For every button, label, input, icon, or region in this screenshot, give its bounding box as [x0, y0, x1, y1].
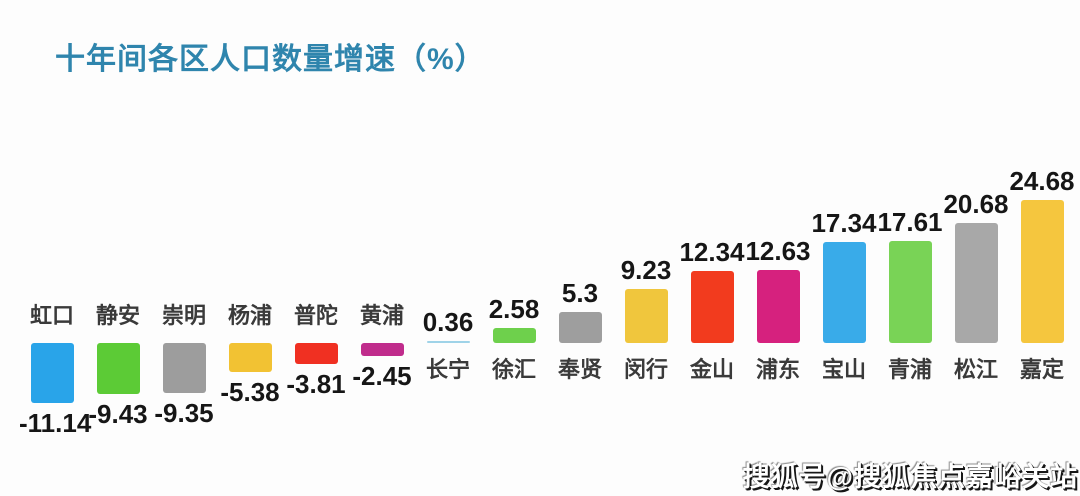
bar-value-label: 17.34 [811, 208, 877, 238]
category-label: 静安 [95, 303, 140, 328]
watermark: 搜狐号@搜狐焦点嘉峪关站 [742, 462, 1078, 492]
bar-column: 12.34 金山 [679, 0, 745, 496]
bar [30, 343, 74, 403]
bar [162, 343, 206, 393]
bar [558, 312, 602, 343]
category-label: 黄浦 [359, 303, 404, 328]
bar [888, 241, 932, 343]
category-label: 虹口 [29, 303, 74, 328]
category-label: 金山 [689, 357, 734, 382]
bar-value-label: 17.61 [877, 207, 943, 237]
category-label: 松江 [953, 357, 998, 382]
bar-value-label: 12.63 [745, 236, 811, 266]
bar-value-label: -2.45 [352, 361, 412, 391]
bar-column: -9.43 静安 [85, 0, 151, 496]
bar [360, 343, 404, 356]
bar-value-label: -9.43 [88, 399, 148, 429]
bar [294, 343, 338, 364]
bar-column: 17.34 宝山 [811, 0, 877, 496]
bar [1020, 200, 1064, 343]
bar-value-label: 12.34 [679, 237, 745, 267]
bar-column: 17.61 青浦 [877, 0, 943, 496]
category-label: 青浦 [887, 357, 932, 382]
bar [96, 343, 140, 394]
category-label: 杨浦 [227, 303, 272, 328]
category-label: 普陀 [293, 303, 338, 328]
bar-column: -11.14 虹口 [19, 0, 92, 496]
bar-value-label: -11.14 [19, 408, 92, 438]
bar-value-label: 9.23 [620, 255, 672, 285]
category-label: 嘉定 [1019, 357, 1064, 382]
bar-value-label: 24.68 [1009, 166, 1075, 196]
category-label: 宝山 [821, 357, 866, 382]
bar-value-label: 2.58 [488, 294, 540, 324]
category-label: 长宁 [425, 357, 470, 382]
bar-column: 2.58 徐汇 [481, 0, 547, 496]
bar-value-label: 5.3 [561, 278, 599, 308]
category-label: 浦东 [755, 357, 800, 382]
bar-value-label: 0.36 [422, 307, 474, 337]
bar-column: 24.68 嘉定 [1009, 0, 1075, 496]
bar-value-label: -5.38 [220, 377, 280, 407]
bar-column: -5.38 杨浦 [217, 0, 283, 496]
bar [228, 343, 272, 372]
bar-value-label: -9.35 [154, 398, 214, 428]
bar-value-label: 20.68 [943, 189, 1009, 219]
bar-column: 20.68 松江 [943, 0, 1009, 496]
bar [426, 341, 470, 343]
bar-column: -9.35 崇明 [151, 0, 217, 496]
bar-column: 9.23 闵行 [613, 0, 679, 496]
bar-column: 12.63 浦东 [745, 0, 811, 496]
category-label: 崇明 [161, 303, 206, 328]
bar-column: -2.45 黄浦 [349, 0, 415, 496]
chart-title: 十年间各区人口数量增速（%） [55, 43, 486, 76]
bar-column: 5.3 奉贤 [547, 0, 613, 496]
bar [756, 270, 800, 343]
bar [954, 223, 998, 343]
category-label: 闵行 [623, 357, 668, 382]
category-label: 奉贤 [557, 357, 602, 382]
bar-value-label: -3.81 [286, 369, 346, 399]
bar-column: -3.81 普陀 [283, 0, 349, 496]
bar-column: 0.36 长宁 [415, 0, 481, 496]
bar [822, 242, 866, 343]
bar [690, 271, 734, 343]
bar [492, 328, 536, 343]
bar [624, 289, 668, 343]
category-label: 徐汇 [491, 357, 536, 382]
